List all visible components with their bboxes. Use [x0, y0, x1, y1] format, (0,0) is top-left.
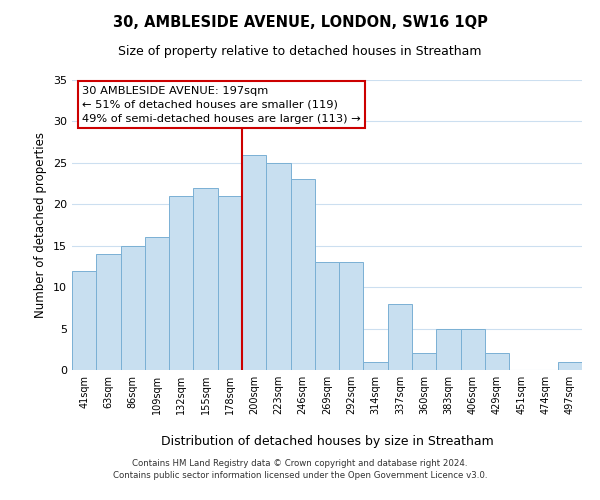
Bar [72, 270, 96, 370]
Bar [121, 246, 145, 370]
Bar [266, 163, 290, 370]
Bar [315, 262, 339, 370]
Bar [96, 254, 121, 370]
Bar [290, 180, 315, 370]
Bar [485, 354, 509, 370]
Bar [242, 154, 266, 370]
Bar [461, 328, 485, 370]
Text: 30 AMBLESIDE AVENUE: 197sqm
← 51% of detached houses are smaller (119)
49% of se: 30 AMBLESIDE AVENUE: 197sqm ← 51% of det… [82, 86, 361, 124]
Text: Distribution of detached houses by size in Streatham: Distribution of detached houses by size … [161, 435, 493, 448]
Bar [388, 304, 412, 370]
Text: Size of property relative to detached houses in Streatham: Size of property relative to detached ho… [118, 45, 482, 58]
Bar [364, 362, 388, 370]
Bar [193, 188, 218, 370]
Bar [339, 262, 364, 370]
Bar [436, 328, 461, 370]
Bar [145, 238, 169, 370]
Bar [412, 354, 436, 370]
Y-axis label: Number of detached properties: Number of detached properties [34, 132, 47, 318]
Bar [218, 196, 242, 370]
Bar [169, 196, 193, 370]
Text: 30, AMBLESIDE AVENUE, LONDON, SW16 1QP: 30, AMBLESIDE AVENUE, LONDON, SW16 1QP [113, 15, 487, 30]
Bar [558, 362, 582, 370]
Text: Contains HM Land Registry data © Crown copyright and database right 2024.
Contai: Contains HM Land Registry data © Crown c… [113, 458, 487, 480]
